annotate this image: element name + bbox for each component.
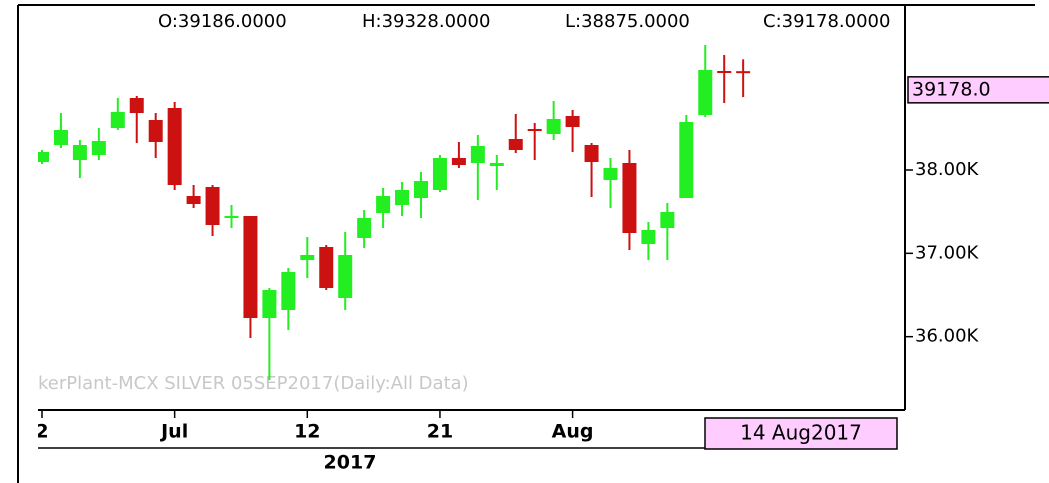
x-tick-label: 2 xyxy=(35,421,48,443)
candle-body xyxy=(546,119,561,134)
x-tick-label: Jul xyxy=(159,421,188,443)
candle-body xyxy=(527,129,542,131)
candle-body xyxy=(660,212,675,228)
candle-body xyxy=(679,122,694,198)
last-price-box xyxy=(907,76,1049,104)
ohlc-value: L:38875.0000 xyxy=(565,11,690,32)
last-price-label: 39178.0 xyxy=(912,78,991,100)
plot: kerPlant-MCX SILVER 05SEP2017(Daily:All … xyxy=(35,45,751,443)
ohlc-value: O:39186.0000 xyxy=(158,11,287,32)
candle-body xyxy=(698,70,713,115)
candle-body xyxy=(432,158,447,190)
candle-body xyxy=(91,141,106,155)
candle-body xyxy=(489,163,504,166)
candle-body xyxy=(736,71,751,74)
year-label: 2017 xyxy=(324,452,377,474)
x-tick-label: Aug xyxy=(552,421,594,443)
candle-body xyxy=(110,112,125,128)
candle-body xyxy=(148,120,163,142)
candle-body xyxy=(584,145,599,162)
x-tick-label: 21 xyxy=(427,421,453,443)
x-tick-label: 12 xyxy=(294,421,320,443)
candle-body xyxy=(451,158,466,165)
candle-body xyxy=(414,181,428,198)
candle-body xyxy=(603,168,618,180)
candle-body xyxy=(262,290,277,318)
candle-body xyxy=(338,255,353,298)
candle-body xyxy=(53,130,68,145)
candle-body xyxy=(300,255,315,260)
candle-body xyxy=(129,98,144,113)
candle-body xyxy=(167,108,182,185)
y-tick-label: 36.00K xyxy=(915,326,980,347)
candle-body xyxy=(357,218,372,238)
candle-body xyxy=(508,139,523,150)
candle-body xyxy=(395,190,410,205)
date-box xyxy=(704,417,898,450)
candle-body xyxy=(622,163,637,233)
ohlc-value: H:39328.0000 xyxy=(362,11,490,32)
ohlc-value: C:39178.0000 xyxy=(763,11,890,32)
date-label: 14 Aug2017 xyxy=(740,421,862,445)
candle-body xyxy=(186,196,201,204)
candle-body xyxy=(38,152,49,162)
candle-body xyxy=(72,145,87,160)
candle-body xyxy=(641,230,656,244)
candle-body xyxy=(243,216,258,318)
candle-body xyxy=(281,272,296,310)
y-tick-label: 38.00K xyxy=(915,159,980,180)
candle-body xyxy=(376,196,391,213)
candle-body xyxy=(224,216,239,218)
candle-body xyxy=(319,247,334,288)
ohlc-header: O:39186.0000 H:39328.0000 L:38875.0000 C:39… xyxy=(158,11,890,32)
candle-body xyxy=(470,146,485,163)
candle-body xyxy=(565,116,580,127)
watermark: kerPlant-MCX SILVER 05SEP2017(Daily:All … xyxy=(38,373,469,394)
candle-body xyxy=(717,71,732,73)
y-tick-label: 37.00K xyxy=(915,242,980,263)
candle-body xyxy=(205,187,220,225)
